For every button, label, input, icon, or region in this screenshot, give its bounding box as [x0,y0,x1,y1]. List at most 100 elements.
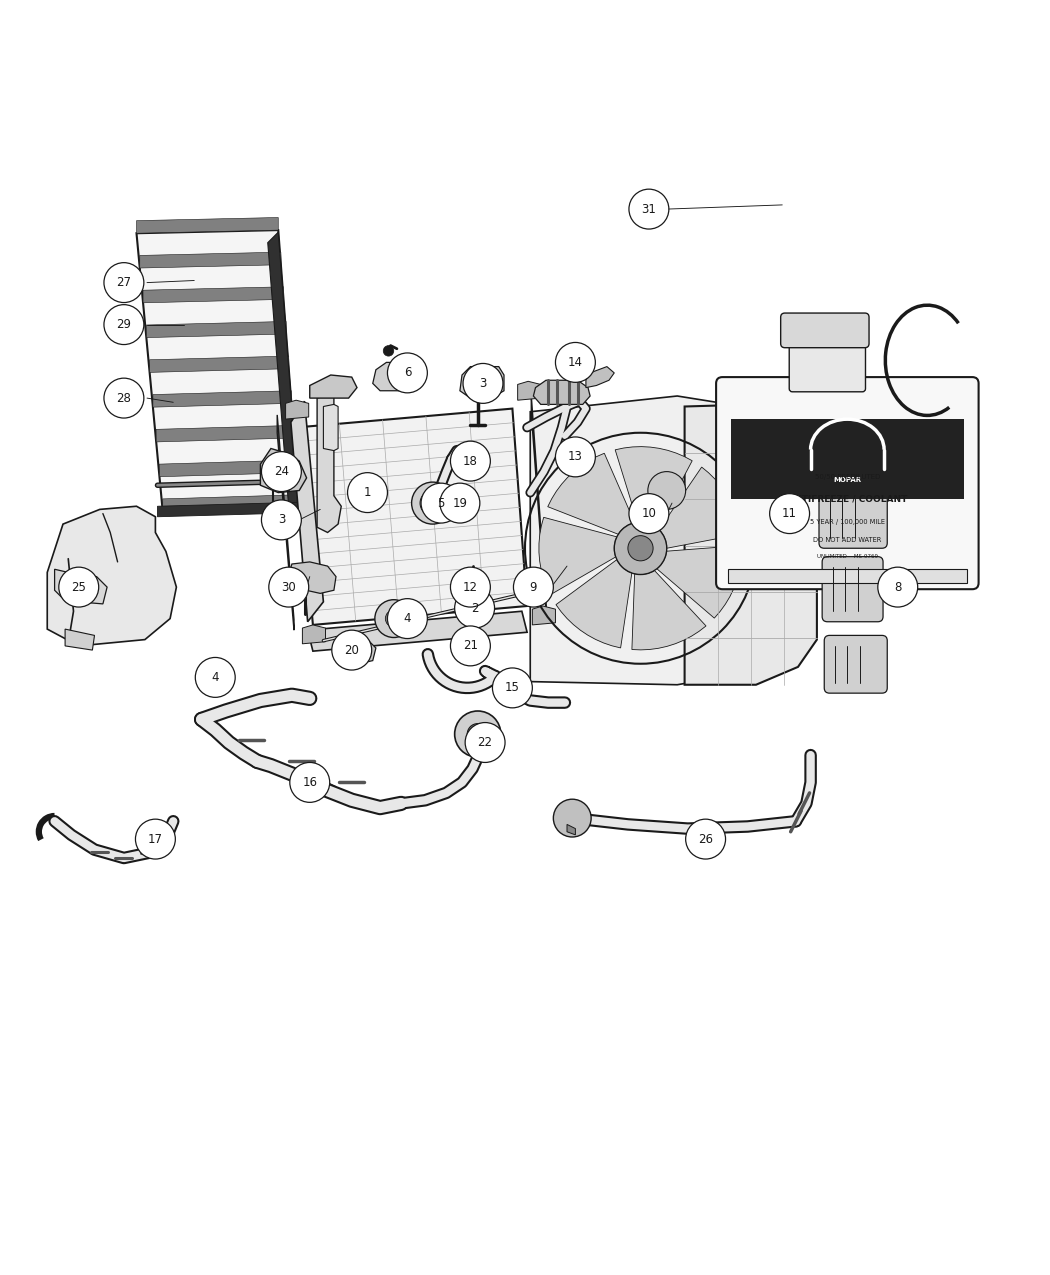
Text: 29: 29 [117,317,131,332]
Polygon shape [531,397,546,611]
Circle shape [460,593,485,618]
Circle shape [629,189,669,230]
Circle shape [104,263,144,302]
Polygon shape [518,381,541,400]
Circle shape [628,536,653,561]
Text: 18: 18 [463,455,478,468]
Circle shape [385,611,402,627]
Polygon shape [277,414,294,630]
Circle shape [375,599,413,638]
Text: 19: 19 [453,496,467,510]
Polygon shape [685,404,817,685]
Polygon shape [731,419,964,499]
Text: 17: 17 [148,833,163,845]
Polygon shape [55,569,107,604]
Circle shape [269,567,309,607]
Circle shape [467,724,488,745]
Text: 24: 24 [274,465,289,478]
Polygon shape [140,252,281,268]
Circle shape [465,723,505,762]
Polygon shape [302,625,326,644]
Circle shape [450,626,490,666]
Polygon shape [632,570,706,650]
Circle shape [290,762,330,802]
Polygon shape [533,380,590,404]
Circle shape [261,500,301,539]
Polygon shape [567,825,575,835]
Circle shape [467,601,478,611]
Polygon shape [555,560,632,648]
Polygon shape [156,426,294,442]
Polygon shape [323,404,338,450]
Circle shape [104,379,144,418]
Polygon shape [160,460,296,477]
Text: 11: 11 [782,507,797,520]
FancyBboxPatch shape [824,635,887,694]
Text: 20: 20 [344,644,359,657]
Circle shape [135,819,175,859]
Text: 12: 12 [463,580,478,594]
Text: 2: 2 [470,602,479,615]
Polygon shape [310,375,357,398]
Text: 14: 14 [568,356,583,368]
FancyBboxPatch shape [716,377,979,589]
Text: UNLIMITED    MS-9769: UNLIMITED MS-9769 [817,555,878,560]
Circle shape [420,491,445,515]
Circle shape [348,473,387,513]
Text: 15: 15 [505,681,520,695]
Text: 27: 27 [117,277,131,289]
Circle shape [455,588,495,629]
Text: 30: 30 [281,580,296,594]
Circle shape [466,589,479,602]
Polygon shape [47,506,176,646]
Circle shape [555,437,595,477]
Polygon shape [317,394,341,533]
Text: 21: 21 [463,639,478,653]
Circle shape [332,630,372,671]
Text: 4: 4 [403,612,412,625]
Text: ANTIFREEZE / COOLANT: ANTIFREEZE / COOLANT [788,495,907,504]
Text: 16: 16 [302,776,317,789]
Polygon shape [460,367,504,398]
Polygon shape [659,467,741,548]
Text: 4: 4 [211,671,219,683]
Circle shape [629,493,669,533]
Polygon shape [143,287,284,302]
Text: 9: 9 [529,580,538,594]
Polygon shape [615,446,692,528]
Circle shape [59,567,99,607]
FancyBboxPatch shape [780,314,869,348]
FancyBboxPatch shape [819,474,887,548]
Text: 28: 28 [117,391,131,404]
Polygon shape [296,408,527,625]
Circle shape [195,658,235,697]
Circle shape [104,305,144,344]
Polygon shape [286,400,309,419]
Circle shape [455,711,501,757]
Text: 5: 5 [437,496,445,510]
Polygon shape [146,321,286,338]
Circle shape [421,483,461,523]
Circle shape [648,472,686,510]
Polygon shape [657,546,742,618]
Polygon shape [158,502,308,516]
Polygon shape [291,402,323,622]
Polygon shape [268,232,299,507]
Circle shape [261,451,301,492]
Circle shape [463,363,503,403]
Circle shape [492,668,532,708]
Text: 3: 3 [479,377,487,390]
Polygon shape [539,518,616,595]
Circle shape [387,599,427,639]
Polygon shape [150,356,289,372]
Circle shape [450,567,490,607]
Text: 6: 6 [403,366,412,380]
Circle shape [770,493,810,533]
Polygon shape [586,367,614,388]
Circle shape [878,567,918,607]
Polygon shape [308,611,527,652]
Polygon shape [136,230,299,511]
Polygon shape [373,362,412,390]
Text: 3: 3 [277,514,286,527]
Circle shape [614,521,667,575]
